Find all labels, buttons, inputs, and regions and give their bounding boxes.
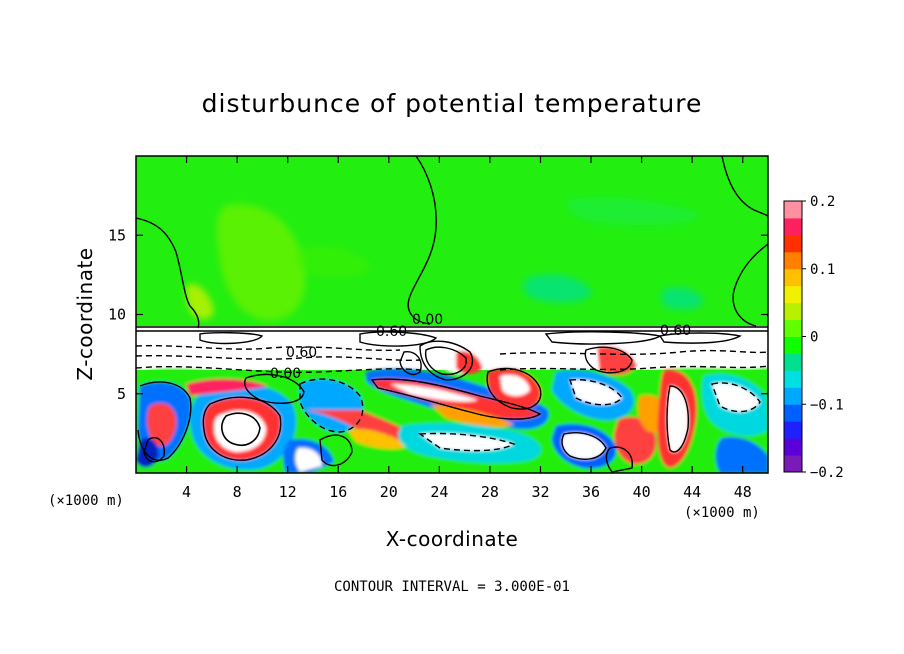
- x-tick-label: 8: [233, 483, 242, 501]
- contour-lines: [136, 156, 768, 473]
- colorbar-swatch: [784, 421, 802, 439]
- x-axis-label: X-coordinate: [386, 527, 519, 551]
- colorbar-tick-label: −0.2: [810, 465, 844, 481]
- colorbar-swatch: [784, 370, 802, 388]
- x-tick-label: 36: [582, 483, 600, 501]
- colorbar-swatch: [784, 404, 802, 422]
- colorbar-swatch: [784, 455, 802, 473]
- colorbar-swatch: [784, 302, 802, 321]
- x-tick-label: 40: [633, 483, 651, 501]
- chart-title: disturbunce of potential temperature: [202, 89, 703, 118]
- contour-labels: 0.60 0.00 0.60 0.00 0.60: [270, 312, 691, 382]
- colorbar-swatch: [784, 217, 802, 236]
- contour-label: 0.60: [286, 345, 317, 361]
- x-tick-label: 24: [430, 483, 448, 501]
- y-tick-label: 10: [108, 306, 126, 324]
- x-tick-label: 32: [531, 483, 549, 501]
- x-tick-label: 16: [329, 483, 347, 501]
- contour-label: 0.00: [412, 312, 443, 328]
- colorbar-tick-label: −0.1: [810, 397, 844, 413]
- colorbar-swatch: [784, 201, 802, 219]
- colorbar-swatch: [784, 234, 802, 253]
- x-tick-label: 4: [182, 483, 191, 501]
- colorbar-tick-label: 0: [810, 330, 818, 346]
- x-tick-label: 28: [481, 483, 499, 501]
- y-axis-label: Z-coordinate: [73, 247, 97, 380]
- y-tick-label: 15: [108, 226, 126, 244]
- contour-label: 0.60: [376, 324, 407, 340]
- x-axis: 4 8 12 16 20 24 28 32 36 40 44 48: [182, 156, 752, 501]
- colorbar-swatch: [784, 336, 802, 354]
- contour-interval-note: CONTOUR INTERVAL = 3.000E-01: [334, 579, 570, 595]
- x-tick-label: 48: [734, 483, 752, 501]
- colorbar-tick-label: 0.1: [810, 262, 835, 278]
- colorbar: [784, 201, 802, 473]
- y-tick-label: 5: [117, 385, 126, 403]
- x-tick-label: 12: [279, 483, 297, 501]
- colorbar-swatch: [784, 387, 802, 405]
- x-unit-label-left: (×1000 m): [48, 493, 124, 509]
- colorbar-swatch: [784, 251, 802, 270]
- colorbar-tick-label: 0.2: [810, 194, 835, 210]
- colorbar-swatch: [784, 438, 802, 456]
- colorbar-labels: 0.2 0.1 0 −0.1 −0.2: [802, 194, 844, 481]
- colorbar-swatch: [784, 353, 802, 371]
- x-unit-label-right: (×1000 m): [684, 505, 760, 521]
- contour-label: 0.60: [660, 323, 691, 339]
- contour-label: 0.00: [270, 366, 301, 382]
- colorbar-swatch: [784, 319, 802, 337]
- heatmap-field: [136, 156, 768, 473]
- x-tick-label: 20: [380, 483, 398, 501]
- colorbar-swatch: [784, 285, 802, 304]
- colorbar-swatch: [784, 268, 802, 287]
- x-tick-label: 44: [683, 483, 701, 501]
- y-axis: 5 10 15: [108, 226, 768, 403]
